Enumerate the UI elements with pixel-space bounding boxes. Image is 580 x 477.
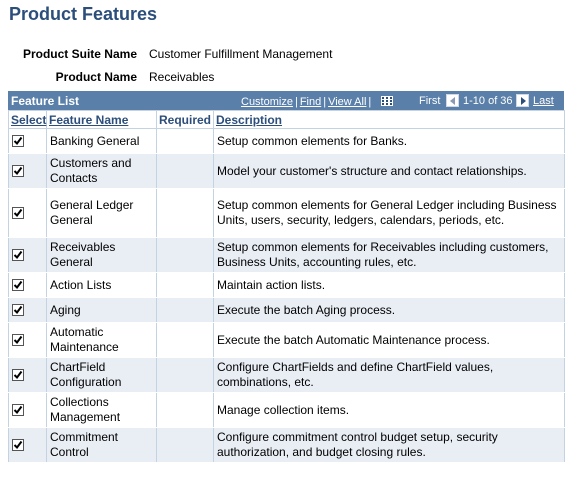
description: Maintain action lists. <box>213 272 565 298</box>
table-row: ChartField Configuration Configure Chart… <box>8 357 565 393</box>
feature-name: General Ledger General <box>46 188 157 238</box>
required-cell <box>156 272 214 298</box>
column-header-feature-name[interactable]: Feature Name <box>46 110 157 129</box>
table-row: Action Lists Maintain action lists. <box>8 272 565 298</box>
select-cell <box>8 392 47 428</box>
select-cell <box>8 153 47 189</box>
view-all-link[interactable]: View All <box>328 96 367 108</box>
select-cell <box>8 188 47 238</box>
grid-tools: Customize | Find | View All | <box>241 96 394 108</box>
select-cell <box>8 272 47 298</box>
table-row: Commitment Control Configure commitment … <box>8 427 565 463</box>
feature-name: Action Lists <box>46 272 157 298</box>
select-checkbox[interactable] <box>12 404 24 417</box>
required-cell <box>156 322 214 358</box>
product-suite-value: Customer Fulfillment Management <box>149 47 333 61</box>
feature-name: Aging <box>46 297 157 323</box>
select-checkbox[interactable] <box>12 369 24 382</box>
required-cell <box>156 128 214 154</box>
column-header-select[interactable]: Select <box>8 110 47 129</box>
select-cell <box>8 357 47 393</box>
page-range: 1-10 of 36 <box>463 95 513 107</box>
table-row: Receivables General Setup common element… <box>8 237 565 273</box>
table-row: Aging Execute the batch Aging process. <box>8 297 565 323</box>
feature-name: Commitment Control <box>46 427 157 463</box>
description: Setup common elements for General Ledger… <box>213 188 565 238</box>
description: Manage collection items. <box>213 392 565 428</box>
page-title: Product Features <box>9 4 158 24</box>
customize-link[interactable]: Customize <box>241 96 293 108</box>
select-cell <box>8 128 47 154</box>
select-cell <box>8 322 47 358</box>
table-row: General Ledger General Setup common elem… <box>8 188 565 238</box>
next-page-icon[interactable] <box>516 94 529 107</box>
feature-name: Receivables General <box>46 237 157 273</box>
product-name-label: Product Name <box>55 70 137 84</box>
table-row: Collections Management Manage collection… <box>8 392 565 428</box>
description: Configure commitment control budget setu… <box>213 427 565 463</box>
description: Configure ChartFields and define ChartFi… <box>213 357 565 393</box>
required-cell <box>156 427 214 463</box>
feature-name: ChartField Configuration <box>46 357 157 393</box>
description: Execute the batch Aging process. <box>213 297 565 323</box>
nav-first-label: First <box>419 95 441 107</box>
description: Setup common elements for Receivables in… <box>213 237 565 273</box>
select-checkbox[interactable] <box>12 135 24 148</box>
required-cell <box>156 188 214 238</box>
required-cell <box>156 237 214 273</box>
grid-header: Feature List Customize | Find | View All | Fi… <box>8 91 564 110</box>
select-cell <box>8 297 47 323</box>
select-checkbox[interactable] <box>12 439 24 452</box>
find-link[interactable]: Find <box>299 96 322 108</box>
previous-page-icon[interactable] <box>446 94 459 107</box>
required-cell <box>156 392 214 428</box>
required-cell <box>156 357 214 393</box>
feature-name: Collections Management <box>46 392 157 428</box>
description: Setup common elements for Banks. <box>213 128 565 154</box>
feature-name: Banking General <box>46 128 157 154</box>
required-cell <box>156 297 214 323</box>
product-suite-label: Product Suite Name <box>22 47 137 61</box>
column-header-required: Required <box>156 110 214 129</box>
table-row: Automatic Maintenance Execute the batch … <box>8 322 565 358</box>
last-page-link[interactable]: Last <box>533 95 554 107</box>
select-cell <box>8 427 47 463</box>
select-checkbox[interactable] <box>12 165 24 178</box>
select-cell <box>8 237 47 273</box>
feature-table: Select Feature Name Required Description… <box>8 110 565 463</box>
grid-title: Feature List <box>11 94 80 108</box>
feature-name: Automatic Maintenance <box>46 322 157 358</box>
product-name-value: Receivables <box>149 70 215 84</box>
select-checkbox[interactable] <box>12 279 24 292</box>
required-cell <box>156 153 214 189</box>
select-checkbox[interactable] <box>12 249 24 262</box>
description: Model your customer's structure and cont… <box>213 153 565 189</box>
grid-download-icon[interactable] <box>381 96 394 106</box>
select-checkbox[interactable] <box>12 304 24 317</box>
feature-name: Customers and Contacts <box>46 153 157 189</box>
last-link[interactable]: Last <box>533 95 554 107</box>
description: Execute the batch Automatic Maintenance … <box>213 322 565 358</box>
select-checkbox[interactable] <box>12 207 24 220</box>
select-checkbox[interactable] <box>12 334 24 347</box>
table-row: Banking General Setup common elements fo… <box>8 128 565 154</box>
table-row: Customers and Contacts Model your custom… <box>8 153 565 189</box>
feature-list-grid: Feature List Customize | Find | View All | Fi… <box>8 91 565 466</box>
column-header-description[interactable]: Description <box>213 110 565 129</box>
